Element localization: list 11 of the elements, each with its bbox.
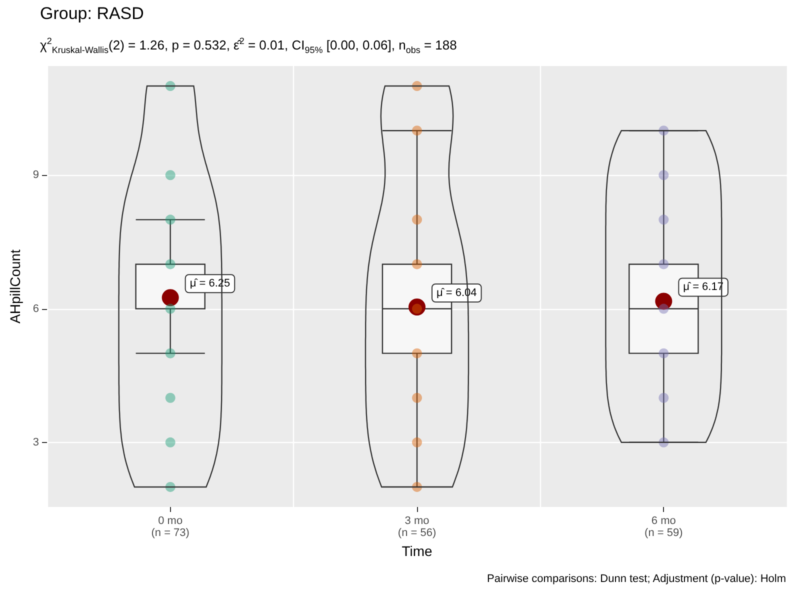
x-tick-label: 3 mo (n = 56) (398, 515, 436, 539)
y-axis-title: AHpillCount (7, 249, 23, 324)
x-tick-label: 6 mo (n = 59) (644, 515, 683, 539)
x-axis-title: Time (402, 542, 433, 559)
y-tick-label: 3 (32, 436, 40, 448)
x-tick-label: 0 mo (n = 73) (151, 515, 190, 539)
text: Pairwise comparisons: Dunn test; Adjustment (p-value): Holm (487, 573, 786, 585)
y-tick-label: 6 (32, 302, 40, 315)
text: χ$^{2}$$_{Kruskal-Wallis}$(2) = 1.26, p = 0.532, ε̂$^{2}$ = 0.01, CI$_{95%}$ [0.00, 0.06], n$_{obs}$ = 188 (40, 36, 457, 55)
y-tick-label: 9 (32, 169, 40, 182)
chart-title: Group: RASD (40, 4, 144, 24)
